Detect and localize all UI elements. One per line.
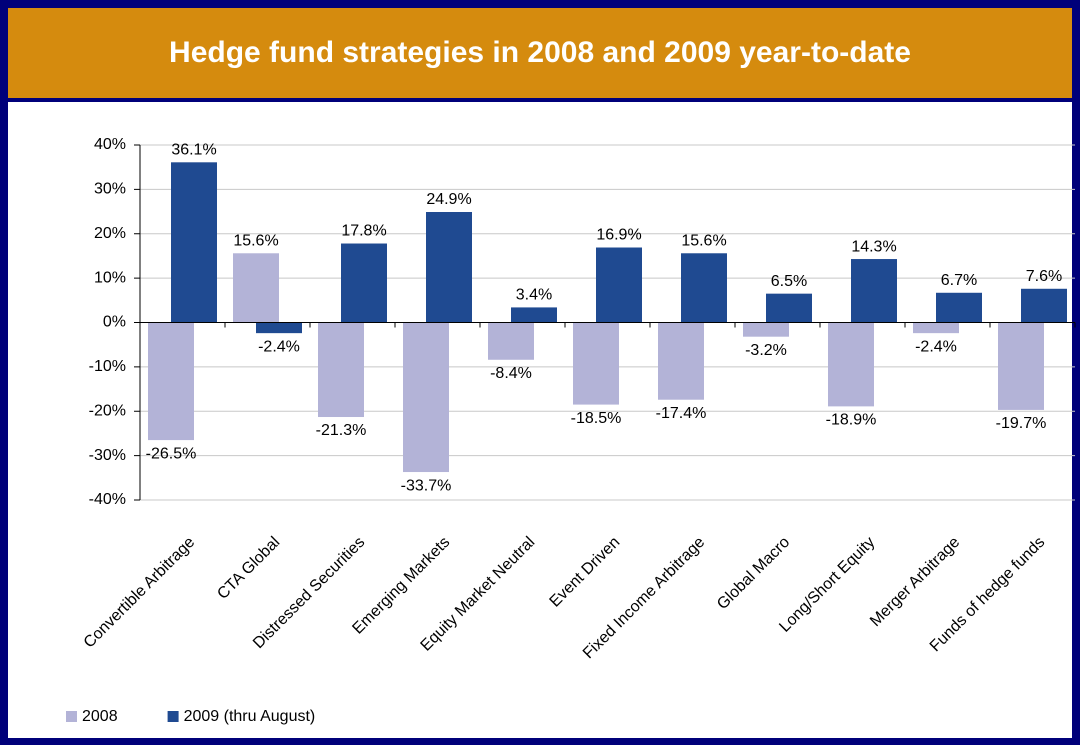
y-tick-label: -40% — [89, 491, 126, 508]
value-label: 14.3% — [851, 238, 896, 255]
header — [8, 8, 1072, 98]
y-tick-label: -20% — [89, 402, 126, 419]
legend-label: 2009 (thru August) — [184, 708, 316, 725]
value-label: -18.5% — [571, 410, 622, 427]
y-tick-label: 10% — [94, 269, 126, 286]
value-label: 24.9% — [426, 191, 471, 208]
bar — [766, 293, 812, 323]
bar — [596, 247, 642, 323]
y-tick-label: -10% — [89, 358, 126, 375]
chart-title: Hedge fund strategies in 2008 and 2009 y… — [169, 36, 911, 69]
value-label: -2.4% — [258, 338, 300, 355]
legend-swatch — [167, 711, 179, 722]
bar — [743, 322, 789, 337]
bar — [426, 212, 472, 323]
bar — [341, 243, 387, 323]
value-label: -19.7% — [996, 415, 1047, 432]
bar — [511, 307, 557, 323]
y-tick-label: 0% — [103, 314, 126, 331]
value-label: -2.4% — [915, 338, 957, 355]
value-label: 17.8% — [341, 223, 386, 240]
bar — [1021, 288, 1067, 323]
value-label: -33.7% — [401, 477, 452, 494]
y-tick-label: 30% — [94, 181, 126, 198]
bar — [828, 322, 874, 407]
bar — [573, 322, 619, 405]
bar — [171, 162, 217, 323]
bar — [913, 322, 959, 334]
value-label: -3.2% — [745, 342, 787, 359]
value-label: -18.9% — [826, 412, 877, 429]
bar — [233, 253, 279, 323]
bar — [681, 253, 727, 323]
bar — [488, 322, 534, 360]
bar — [658, 322, 704, 400]
bar — [936, 292, 982, 323]
y-tick-label: 20% — [94, 225, 126, 242]
bar — [148, 322, 194, 441]
value-label: 6.5% — [771, 273, 807, 290]
y-tick-label: -30% — [89, 447, 126, 464]
bar — [256, 322, 302, 334]
value-label: 16.9% — [596, 227, 641, 244]
value-label: -17.4% — [656, 405, 707, 422]
bar — [403, 322, 449, 473]
bar — [851, 259, 897, 323]
y-tick-label: 40% — [94, 136, 126, 153]
value-label: 36.1% — [171, 142, 216, 159]
value-label: -8.4% — [490, 365, 532, 382]
value-label: 3.4% — [516, 287, 552, 304]
bar — [998, 322, 1044, 410]
value-label: -26.5% — [146, 445, 197, 462]
value-label: 15.6% — [681, 232, 726, 249]
value-label: -21.3% — [316, 422, 367, 439]
value-label: 6.7% — [941, 272, 977, 289]
bar — [318, 322, 364, 418]
value-label: 7.6% — [1026, 268, 1062, 285]
legend-label: 2008 — [82, 708, 118, 725]
value-label: 15.6% — [233, 232, 278, 249]
legend-swatch — [66, 711, 77, 722]
